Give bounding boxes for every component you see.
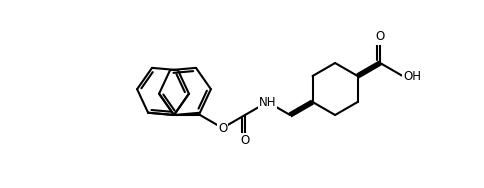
Text: NH: NH bbox=[259, 96, 276, 108]
Text: O: O bbox=[241, 134, 250, 148]
Text: OH: OH bbox=[404, 70, 422, 83]
Text: O: O bbox=[218, 121, 227, 134]
Text: O: O bbox=[376, 30, 385, 43]
